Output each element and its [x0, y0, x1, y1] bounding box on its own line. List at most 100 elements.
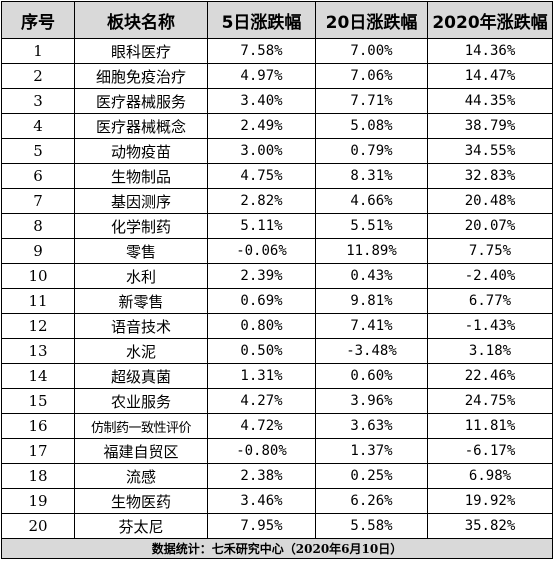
cell-2020-change: 20.48% — [427, 188, 553, 214]
cell-index: 1 — [1, 38, 75, 64]
table-row: 15 农业服务 4.27% 3.96% 24.75% — [1, 388, 553, 414]
cell-20day-change: 0.60% — [315, 363, 428, 389]
cell-5day-change: 3.00% — [207, 138, 316, 164]
cell-2020-change: 44.35% — [427, 88, 553, 114]
cell-sector-name: 医疗器械服务 — [74, 88, 208, 114]
cell-20day-change: 0.79% — [315, 138, 428, 164]
cell-sector-name: 基因测序 — [74, 188, 208, 214]
cell-index: 5 — [1, 138, 75, 164]
table-row: 12 语音技术 0.80% 7.41% -1.43% — [1, 313, 553, 339]
cell-5day-change: 7.95% — [207, 513, 316, 539]
cell-sector-name: 生物制品 — [74, 163, 208, 189]
cell-20day-change: 7.41% — [315, 313, 428, 339]
cell-index: 10 — [1, 263, 75, 289]
cell-20day-change: 11.89% — [315, 238, 428, 264]
cell-sector-name: 零售 — [74, 238, 208, 264]
cell-2020-change: 32.83% — [427, 163, 553, 189]
table-row: 10 水利 2.39% 0.43% -2.40% — [1, 263, 553, 289]
cell-20day-change: 9.81% — [315, 288, 428, 314]
cell-5day-change: 3.40% — [207, 88, 316, 114]
table-row: 5 动物疫苗 3.00% 0.79% 34.55% — [1, 138, 553, 164]
cell-2020-change: 35.82% — [427, 513, 553, 539]
cell-2020-change: 6.77% — [427, 288, 553, 314]
cell-sector-name: 福建自贸区 — [74, 438, 208, 464]
table-row: 9 零售 -0.06% 11.89% 7.75% — [1, 238, 553, 264]
table-row: 18 流感 2.38% 0.25% 6.98% — [1, 463, 553, 489]
cell-5day-change: 7.58% — [207, 38, 316, 64]
cell-index: 17 — [1, 438, 75, 464]
cell-index: 16 — [1, 413, 75, 439]
cell-20day-change: 5.51% — [315, 213, 428, 239]
cell-5day-change: 2.49% — [207, 113, 316, 139]
cell-sector-name: 化学制药 — [74, 213, 208, 239]
table-row: 2 细胞免疫治疗 4.97% 7.06% 14.47% — [1, 63, 553, 89]
table-row: 3 医疗器械服务 3.40% 7.71% 44.35% — [1, 88, 553, 114]
cell-2020-change: 20.07% — [427, 213, 553, 239]
table-row: 1 眼科医疗 7.58% 7.00% 14.36% — [1, 38, 553, 64]
cell-2020-change: 34.55% — [427, 138, 553, 164]
cell-5day-change: 2.38% — [207, 463, 316, 489]
cell-index: 8 — [1, 213, 75, 239]
cell-20day-change: 5.08% — [315, 113, 428, 139]
cell-sector-name: 动物疫苗 — [74, 138, 208, 164]
cell-20day-change: 7.00% — [315, 38, 428, 64]
cell-20day-change: 6.26% — [315, 488, 428, 514]
cell-2020-change: -6.17% — [427, 438, 553, 464]
cell-5day-change: -0.80% — [207, 438, 316, 464]
header-2020-change: 2020年涨跌幅 — [427, 1, 553, 39]
cell-2020-change: 7.75% — [427, 238, 553, 264]
cell-5day-change: 5.11% — [207, 213, 316, 239]
cell-5day-change: 2.82% — [207, 188, 316, 214]
cell-2020-change: 3.18% — [427, 338, 553, 364]
cell-5day-change: 0.80% — [207, 313, 316, 339]
cell-20day-change: 4.66% — [315, 188, 428, 214]
table-row: 19 生物医药 3.46% 6.26% 19.92% — [1, 488, 553, 514]
cell-sector-name: 超级真菌 — [74, 363, 208, 389]
cell-index: 11 — [1, 288, 75, 314]
cell-index: 12 — [1, 313, 75, 339]
cell-sector-name: 语音技术 — [74, 313, 208, 339]
cell-sector-name: 生物医药 — [74, 488, 208, 514]
cell-5day-change: 3.46% — [207, 488, 316, 514]
cell-sector-name: 流感 — [74, 463, 208, 489]
cell-index: 4 — [1, 113, 75, 139]
header-5day-change: 5日涨跌幅 — [207, 1, 316, 39]
cell-5day-change: 0.69% — [207, 288, 316, 314]
cell-sector-name: 医疗器械概念 — [74, 113, 208, 139]
cell-20day-change: 7.06% — [315, 63, 428, 89]
cell-20day-change: 5.58% — [315, 513, 428, 539]
table-row: 14 超级真菌 1.31% 0.60% 22.46% — [1, 363, 553, 389]
table-row: 6 生物制品 4.75% 8.31% 32.83% — [1, 163, 553, 189]
cell-2020-change: 22.46% — [427, 363, 553, 389]
table-row: 20 芬太尼 7.95% 5.58% 35.82% — [1, 513, 553, 539]
cell-5day-change: -0.06% — [207, 238, 316, 264]
cell-sector-name: 水利 — [74, 263, 208, 289]
cell-20day-change: 3.63% — [315, 413, 428, 439]
footer-row: 数据统计：七禾研究中心（2020年6月10日） — [1, 538, 553, 559]
cell-5day-change: 4.72% — [207, 413, 316, 439]
header-sector-name: 板块名称 — [74, 1, 208, 39]
table-row: 7 基因测序 2.82% 4.66% 20.48% — [1, 188, 553, 214]
cell-20day-change: 7.71% — [315, 88, 428, 114]
cell-sector-name: 细胞免疫治疗 — [74, 63, 208, 89]
cell-2020-change: 19.92% — [427, 488, 553, 514]
cell-sector-name: 仿制药一致性评价 — [74, 413, 208, 439]
cell-5day-change: 4.27% — [207, 388, 316, 414]
cell-index: 13 — [1, 338, 75, 364]
cell-20day-change: 3.96% — [315, 388, 428, 414]
header-20day-change: 20日涨跌幅 — [315, 1, 428, 39]
cell-5day-change: 4.97% — [207, 63, 316, 89]
table-row: 16 仿制药一致性评价 4.72% 3.63% 11.81% — [1, 413, 553, 439]
cell-index: 6 — [1, 163, 75, 189]
cell-index: 19 — [1, 488, 75, 514]
table-row: 4 医疗器械概念 2.49% 5.08% 38.79% — [1, 113, 553, 139]
cell-20day-change: 0.25% — [315, 463, 428, 489]
cell-index: 3 — [1, 88, 75, 114]
cell-index: 2 — [1, 63, 75, 89]
cell-20day-change: 8.31% — [315, 163, 428, 189]
cell-index: 15 — [1, 388, 75, 414]
cell-2020-change: -2.40% — [427, 263, 553, 289]
cell-5day-change: 1.31% — [207, 363, 316, 389]
cell-sector-name: 芬太尼 — [74, 513, 208, 539]
